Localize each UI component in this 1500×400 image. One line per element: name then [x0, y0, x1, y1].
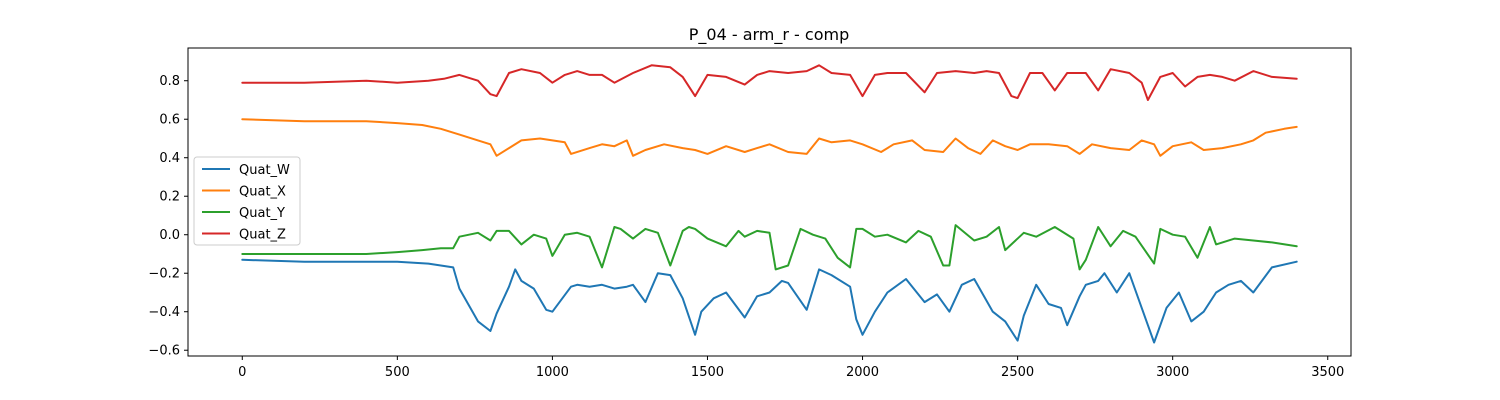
series-line-quat-z — [241, 64, 1298, 101]
series-line-quat-w — [241, 258, 1298, 344]
y-tick-label: 0.4 — [159, 151, 180, 166]
x-tick-label: 0 — [238, 365, 246, 380]
x-tick-label: 2500 — [1001, 365, 1034, 380]
legend-label: Quat_Y — [239, 206, 285, 221]
y-tick-label: −0.4 — [148, 305, 180, 320]
x-tick-label: 2000 — [846, 365, 879, 380]
legend: Quat_W Quat_X Quat_Y Quat_Z — [193, 156, 301, 246]
y-tick-label: 0.2 — [159, 190, 180, 205]
legend-box — [193, 156, 301, 246]
y-axis: −0.6 −0.4 −0.2 0.0 0.2 0.4 0.6 0.8 — [148, 74, 188, 359]
series-line-quat-y — [241, 224, 1298, 271]
series-layer — [241, 64, 1298, 344]
series-line-quat-x — [241, 118, 1298, 157]
x-axis: 0 500 1000 1500 2000 2500 3000 3500 — [238, 356, 1344, 380]
y-tick-label: 0.8 — [159, 74, 180, 89]
y-tick-label: 0.6 — [159, 113, 180, 128]
x-tick-label: 500 — [385, 365, 410, 380]
legend-label: Quat_X — [239, 185, 286, 200]
x-tick-label: 3500 — [1311, 365, 1344, 380]
x-tick-label: 1500 — [691, 365, 724, 380]
y-tick-label: −0.2 — [148, 267, 180, 282]
x-tick-label: 3000 — [1156, 365, 1189, 380]
y-tick-label: −0.6 — [148, 344, 180, 359]
y-tick-label: 0.0 — [159, 228, 180, 243]
legend-label: Quat_W — [239, 163, 290, 178]
chart-title: P_04 - arm_r - comp — [689, 25, 850, 45]
plot-area-frame — [187, 47, 1352, 357]
x-tick-label: 1000 — [536, 365, 569, 380]
legend-label: Quat_Z — [239, 228, 286, 243]
